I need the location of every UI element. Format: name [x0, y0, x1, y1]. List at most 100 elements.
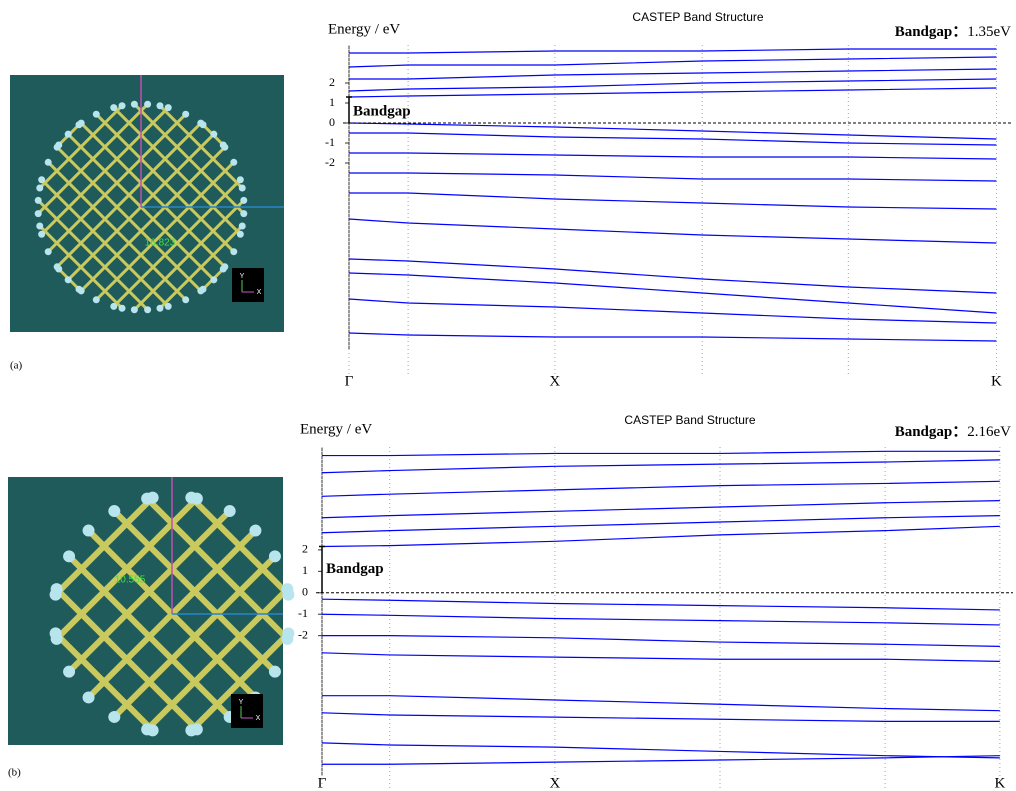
band-line	[349, 49, 996, 53]
band-line	[322, 481, 1000, 496]
hydrogen-atom	[237, 231, 244, 238]
y-tick-label: 0	[302, 585, 308, 599]
band-line	[322, 653, 1000, 662]
hydrogen-atom	[185, 724, 197, 736]
hydrogen-atom	[51, 633, 63, 645]
hydrogen-atom	[156, 305, 163, 312]
hydrogen-atom	[210, 276, 217, 283]
hydrogen-atom	[131, 306, 138, 313]
hydrogen-atom	[281, 583, 293, 595]
band-line	[322, 713, 1000, 722]
hydrogen-atom	[200, 286, 207, 293]
y-tick-label: -1	[298, 606, 308, 620]
band-line	[349, 123, 996, 139]
y-tick-label: -2	[325, 155, 335, 169]
hydrogen-atom	[108, 505, 120, 517]
hydrogen-atom	[119, 102, 126, 109]
hydrogen-atom	[269, 666, 281, 678]
band-line	[322, 501, 1000, 518]
y-tick-label: -1	[325, 135, 335, 149]
bandgap-annotation: Bandgap	[353, 103, 411, 119]
bandgap-label: Bandgap：1.35eV	[895, 24, 1011, 40]
x-tick-label: Γ	[318, 775, 327, 791]
band-line	[349, 219, 996, 243]
hydrogen-atom	[36, 222, 43, 229]
hydrogen-atom	[239, 222, 246, 229]
hydrogen-atom	[63, 550, 75, 562]
bandgap-value: 1.35eV	[967, 24, 1011, 40]
hydrogen-atom	[35, 197, 42, 204]
hydrogen-atom	[55, 141, 62, 148]
axis-widget-label: X	[256, 715, 261, 722]
bandgap-annotation: Bandgap	[326, 561, 384, 577]
hydrogen-atom	[110, 104, 117, 111]
band-line	[349, 133, 996, 145]
axis-widget	[232, 268, 264, 302]
hydrogen-atom	[197, 120, 204, 127]
band-line	[322, 460, 1000, 473]
band-line	[349, 299, 996, 323]
band-line	[322, 599, 1000, 610]
hydrogen-atom	[63, 666, 75, 678]
hydrogen-atom	[35, 210, 42, 217]
hydrogen-atom	[38, 176, 45, 183]
hydrogen-atom	[221, 144, 228, 151]
hydrogen-atom	[156, 102, 163, 109]
band-line	[322, 451, 1000, 455]
y-tick-label: 2	[302, 542, 308, 556]
hydrogen-atom	[237, 176, 244, 183]
chart-title: CASTEP Band Structure	[632, 10, 764, 24]
bandgap-title: Bandgap：	[895, 24, 968, 40]
hydrogen-atom	[165, 104, 172, 111]
hydrogen-atom	[144, 306, 151, 313]
hydrogen-atom	[93, 296, 100, 303]
band-line	[349, 333, 996, 341]
hydrogen-atom	[36, 185, 43, 192]
hydrogen-atom	[131, 101, 138, 108]
y-axis-label: Energy / eV	[328, 21, 400, 37]
hydrogen-atom	[45, 159, 52, 166]
bandgap-value: 2.16eV	[967, 424, 1011, 440]
hydrogen-atom	[54, 263, 61, 270]
hydrogen-atom	[240, 210, 247, 217]
band-line	[322, 636, 1000, 647]
panel-label: (b)	[8, 767, 21, 779]
hydrogen-atom	[65, 276, 72, 283]
x-tick-label: X	[549, 775, 560, 791]
hydrogen-atom	[230, 159, 237, 166]
structure-label: 10.555	[115, 575, 146, 586]
band-line	[322, 743, 1000, 758]
panel-label: (a)	[10, 360, 23, 372]
band-line	[349, 173, 996, 181]
x-tick-label: Γ	[345, 373, 354, 389]
axis-widget-label: Y	[240, 273, 245, 280]
hydrogen-atom	[240, 197, 247, 204]
y-tick-label: -2	[298, 627, 308, 641]
hydrogen-atom	[45, 248, 52, 255]
hydrogen-atom	[182, 296, 189, 303]
band-line	[349, 57, 996, 67]
hydrogen-atom	[119, 305, 126, 312]
hydrogen-atom	[50, 589, 62, 601]
axis-widget-label: X	[257, 289, 262, 296]
y-tick-label: 0	[329, 115, 335, 129]
y-tick-label: 1	[302, 563, 308, 577]
hydrogen-atom	[78, 287, 85, 294]
bandgap-label: Bandgap：2.16eV	[895, 424, 1011, 440]
hydrogen-atom	[224, 505, 236, 517]
figure: 16.823YX10.555YX(a)(b)CASTEP Band Struct…	[0, 0, 1016, 791]
hydrogen-atom	[165, 303, 172, 310]
hydrogen-atom	[141, 723, 153, 735]
hydrogen-atom	[75, 121, 82, 128]
band-line	[349, 259, 996, 293]
x-tick-label: K	[994, 775, 1005, 791]
hydrogen-atom	[230, 248, 237, 255]
hydrogen-atom	[182, 111, 189, 118]
band-line	[349, 88, 996, 97]
hydrogen-atom	[83, 691, 95, 703]
band-line	[322, 696, 1000, 711]
hydrogen-atom	[38, 231, 45, 238]
hydrogen-atom	[282, 627, 294, 639]
hydrogen-atom	[210, 131, 217, 138]
hydrogen-atom	[108, 711, 120, 723]
